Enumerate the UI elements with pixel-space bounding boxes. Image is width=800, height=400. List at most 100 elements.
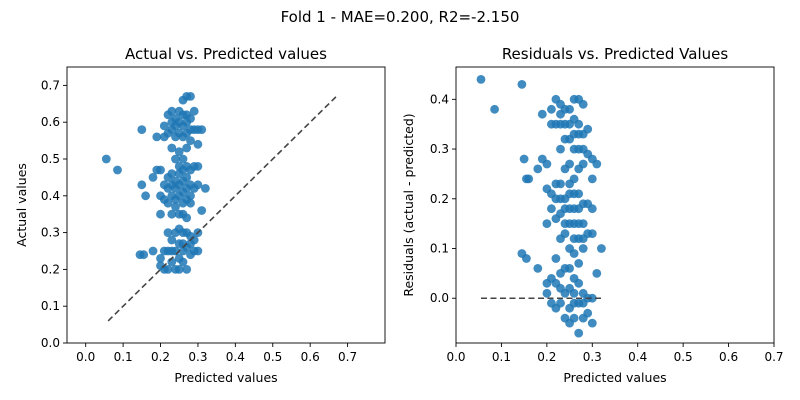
data-point: [186, 136, 195, 146]
data-point: [569, 174, 579, 184]
data-point: [182, 173, 192, 182]
data-point: [186, 114, 195, 123]
data-point: [569, 313, 579, 323]
data-point: [542, 288, 552, 298]
chart-1-reference-line: [107, 95, 337, 322]
chart-2-x-ticks: 0.0 0.1 0.2 0.3 0.4 0.5 0.6 0.7: [446, 343, 784, 364]
data-point: [167, 209, 177, 219]
chart-1-y-axis-label: Actual values: [14, 163, 29, 247]
y-tick-label: 0.5: [41, 152, 60, 166]
data-point: [578, 244, 588, 253]
data-point: [189, 106, 199, 116]
data-point: [182, 143, 192, 153]
x-tick-label: 0.1: [492, 350, 511, 364]
data-point: [156, 254, 165, 263]
data-point: [186, 198, 195, 208]
chart-2-y-axis-label: Residuals (actual - predicted): [401, 113, 416, 296]
data-point: [197, 125, 207, 134]
data-point: [101, 154, 111, 164]
y-tick-label: 0.2: [41, 262, 60, 276]
data-point: [574, 119, 584, 129]
data-point: [556, 179, 565, 189]
y-tick-label: 0.1: [430, 242, 449, 256]
x-tick-label: 0.5: [263, 350, 282, 364]
data-point: [574, 328, 584, 338]
x-tick-label: 0.4: [628, 350, 647, 364]
data-point: [522, 254, 531, 263]
data-point: [163, 198, 173, 208]
chart-2-y-ticks: 0.0 0.1 0.2 0.3 0.4: [430, 92, 456, 305]
data-point: [163, 228, 173, 238]
data-point: [569, 288, 579, 298]
data-point: [569, 249, 579, 258]
chart-1-x-axis-label: Predicted values: [174, 370, 277, 385]
data-point: [167, 143, 177, 153]
x-tick-label: 0.6: [719, 350, 738, 364]
data-point: [517, 80, 527, 89]
chart-residuals-vs-predicted: Residuals vs. Predicted Values 0.0 0.1 0.2…: [401, 45, 784, 385]
data-point: [556, 298, 565, 308]
x-tick-label: 0.7: [338, 350, 357, 364]
data-point: [574, 259, 584, 268]
x-tick-label: 0.1: [114, 350, 133, 364]
data-point: [193, 180, 203, 190]
data-point: [113, 165, 122, 175]
x-tick-label: 0.6: [301, 350, 320, 364]
data-point: [476, 75, 486, 84]
data-point: [556, 144, 565, 154]
data-point: [587, 204, 597, 214]
y-tick-label: 0.0: [41, 336, 60, 350]
chart-1-axes: [66, 66, 386, 344]
data-point: [148, 173, 158, 182]
data-point: [139, 250, 149, 260]
chart-2-axes: [455, 66, 775, 344]
x-tick-label: 0.3: [188, 350, 207, 364]
data-point: [174, 265, 184, 274]
data-point: [163, 265, 173, 274]
data-point: [193, 139, 203, 149]
data-point: [193, 162, 203, 171]
y-tick-label: 0.6: [41, 115, 60, 129]
data-point: [178, 154, 188, 164]
data-point: [152, 132, 162, 142]
x-tick-label: 0.0: [446, 350, 465, 364]
data-point: [167, 169, 177, 179]
data-point: [159, 121, 169, 131]
x-tick-label: 0.5: [674, 350, 693, 364]
data-point: [186, 191, 195, 201]
chart-1-title: Actual vs. Predicted values: [125, 45, 327, 63]
data-point: [578, 99, 588, 109]
figure-title: Fold 1 - MAE=0.200, R2=-2.150: [281, 8, 520, 26]
data-point: [137, 125, 147, 134]
y-tick-label: 0.4: [430, 92, 449, 106]
data-point: [587, 229, 597, 239]
data-point: [547, 104, 556, 114]
data-point: [578, 159, 588, 169]
data-point: [201, 184, 210, 193]
data-point: [182, 213, 192, 223]
data-point: [537, 109, 547, 119]
data-point: [197, 206, 207, 215]
data-point: [524, 174, 534, 184]
data-point: [574, 189, 584, 199]
data-point: [587, 318, 597, 328]
data-point: [141, 191, 151, 201]
x-tick-label: 0.2: [537, 350, 556, 364]
data-point: [156, 165, 165, 175]
data-point: [587, 293, 597, 303]
y-tick-label: 0.3: [430, 142, 449, 156]
y-tick-label: 0.0: [430, 291, 449, 305]
data-point: [193, 246, 203, 256]
x-tick-label: 0.3: [583, 350, 602, 364]
x-tick-label: 0.7: [764, 350, 783, 364]
data-point: [592, 159, 602, 169]
chart-2-x-axis-label: Predicted values: [563, 370, 666, 385]
y-tick-label: 0.4: [41, 189, 60, 203]
data-point: [565, 159, 574, 169]
data-point: [547, 204, 556, 214]
data-point: [171, 154, 180, 164]
data-point: [565, 104, 574, 114]
x-tick-label: 0.2: [151, 350, 170, 364]
data-point: [490, 104, 499, 114]
